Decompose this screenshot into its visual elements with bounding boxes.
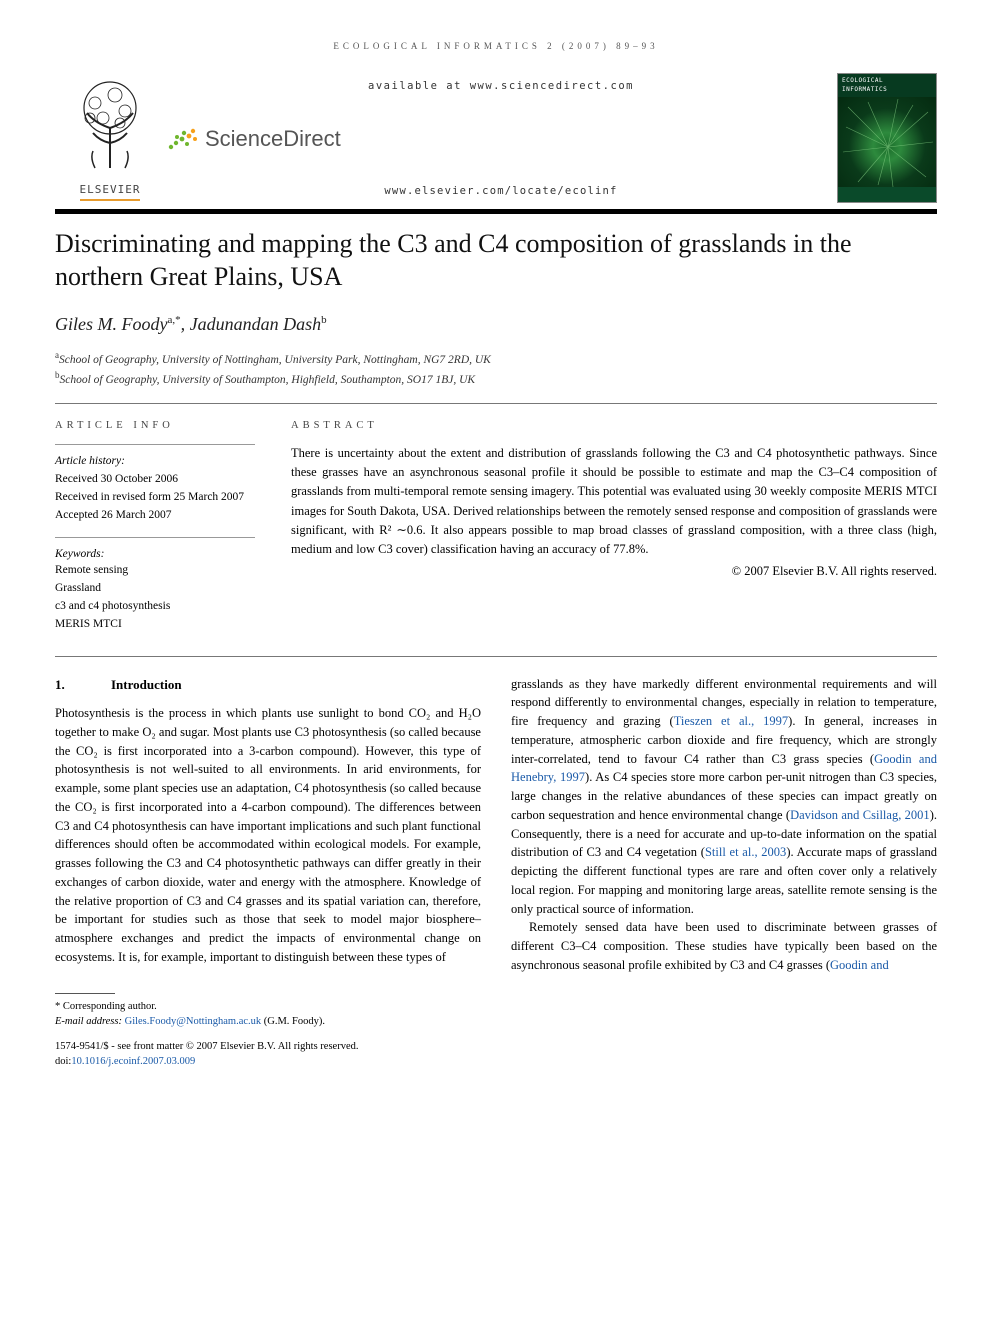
publisher-name: ELSEVIER	[80, 182, 141, 201]
abstract-label: ABSTRACT	[291, 418, 937, 433]
doi-line: doi:10.1016/j.ecoinf.2007.03.009	[55, 1054, 937, 1069]
header-center: available at www.sciencedirect.com Scien…	[165, 73, 837, 203]
article-title: Discriminating and mapping the C3 and C4…	[55, 228, 937, 293]
author-2: Jadunandan Dash	[190, 314, 322, 334]
footer: 1574-9541/$ - see front matter © 2007 El…	[55, 1039, 937, 1069]
history-received: Received 30 October 2006	[55, 471, 255, 489]
article-info-label: ARTICLE INFO	[55, 418, 255, 433]
sciencedirect-swoosh-icon	[165, 125, 199, 153]
affiliation-a: aSchool of Geography, University of Nott…	[55, 349, 937, 369]
elsevier-tree-icon	[65, 73, 155, 173]
body-paragraph-1: Photosynthesis is the process in which p…	[55, 704, 481, 967]
abstract-text: There is uncertainty about the extent an…	[291, 444, 937, 560]
citation-still[interactable]: Still et al., 2003	[705, 845, 786, 859]
publisher-logo-block: ELSEVIER	[55, 73, 165, 203]
authors: Giles M. Foodya,*, Jadunandan Dashb	[55, 311, 937, 337]
mini-rule-1	[55, 444, 255, 445]
keyword-3: MERIS MTCI	[55, 616, 255, 634]
section-title: Introduction	[111, 677, 182, 692]
citation-davidson-csillag[interactable]: Davidson and Csillag, 2001	[790, 808, 930, 822]
keywords-label: Keywords:	[55, 546, 255, 563]
front-matter-line: 1574-9541/$ - see front matter © 2007 El…	[55, 1039, 937, 1054]
available-at: available at www.sciencedirect.com	[165, 79, 837, 94]
rule-below-info	[55, 656, 937, 657]
affiliations: aSchool of Geography, University of Nott…	[55, 349, 937, 389]
journal-cover-art	[838, 97, 936, 187]
rule-above-info	[55, 403, 937, 404]
header-row: ELSEVIER available at www.sciencedirect.…	[55, 73, 937, 203]
corresponding-author-note: * Corresponding author.	[55, 999, 478, 1014]
doi-link[interactable]: 10.1016/j.ecoinf.2007.03.009	[71, 1056, 195, 1067]
article-info-left: ARTICLE INFO Article history: Received 3…	[55, 418, 255, 633]
sciencedirect-wordmark: ScienceDirect	[205, 123, 341, 155]
sciencedirect-logo: ScienceDirect	[165, 123, 837, 155]
section-heading-1: 1.Introduction	[55, 675, 481, 695]
abstract-block: ABSTRACT There is uncertainty about the …	[291, 418, 937, 633]
email-line: E-mail address: Giles.Foody@Nottingham.a…	[55, 1014, 478, 1029]
journal-cover: ECOLOGICAL INFORMATICS	[837, 73, 937, 203]
author-1: Giles M. Foody	[55, 314, 167, 334]
article-info-row: ARTICLE INFO Article history: Received 3…	[55, 418, 937, 633]
running-head: ECOLOGICAL INFORMATICS 2 (2007) 89–93	[55, 40, 937, 53]
history-accepted: Accepted 26 March 2007	[55, 507, 255, 525]
mini-rule-2	[55, 537, 255, 538]
page: ECOLOGICAL INFORMATICS 2 (2007) 89–93 EL…	[0, 0, 992, 1099]
body-paragraph-3: Remotely sensed data have been used to d…	[511, 918, 937, 974]
keyword-1: Grassland	[55, 580, 255, 598]
section-number: 1.	[55, 675, 111, 695]
body-columns: 1.Introduction Photosynthesis is the pro…	[55, 675, 937, 975]
citation-tieszen[interactable]: Tieszen et al., 1997	[674, 714, 788, 728]
corresponding-email[interactable]: Giles.Foody@Nottingham.ac.uk	[125, 1016, 262, 1027]
keyword-0: Remote sensing	[55, 562, 255, 580]
body-paragraph-2: grasslands as they have markedly differe…	[511, 675, 937, 919]
citation-goodin-partial[interactable]: Goodin and	[830, 958, 889, 972]
keyword-2: c3 and c4 photosynthesis	[55, 598, 255, 616]
article-history-label: Article history:	[55, 453, 255, 470]
affiliation-b: bSchool of Geography, University of Sout…	[55, 369, 937, 389]
journal-cover-title: ECOLOGICAL INFORMATICS	[838, 74, 936, 97]
rule-thick-top	[55, 209, 937, 214]
abstract-copyright: © 2007 Elsevier B.V. All rights reserved…	[291, 562, 937, 580]
journal-locate-url: www.elsevier.com/locate/ecolinf	[165, 184, 837, 199]
footnotes: * Corresponding author. E-mail address: …	[55, 993, 478, 1029]
footnote-rule	[55, 993, 115, 994]
history-revised: Received in revised form 25 March 2007	[55, 489, 255, 507]
